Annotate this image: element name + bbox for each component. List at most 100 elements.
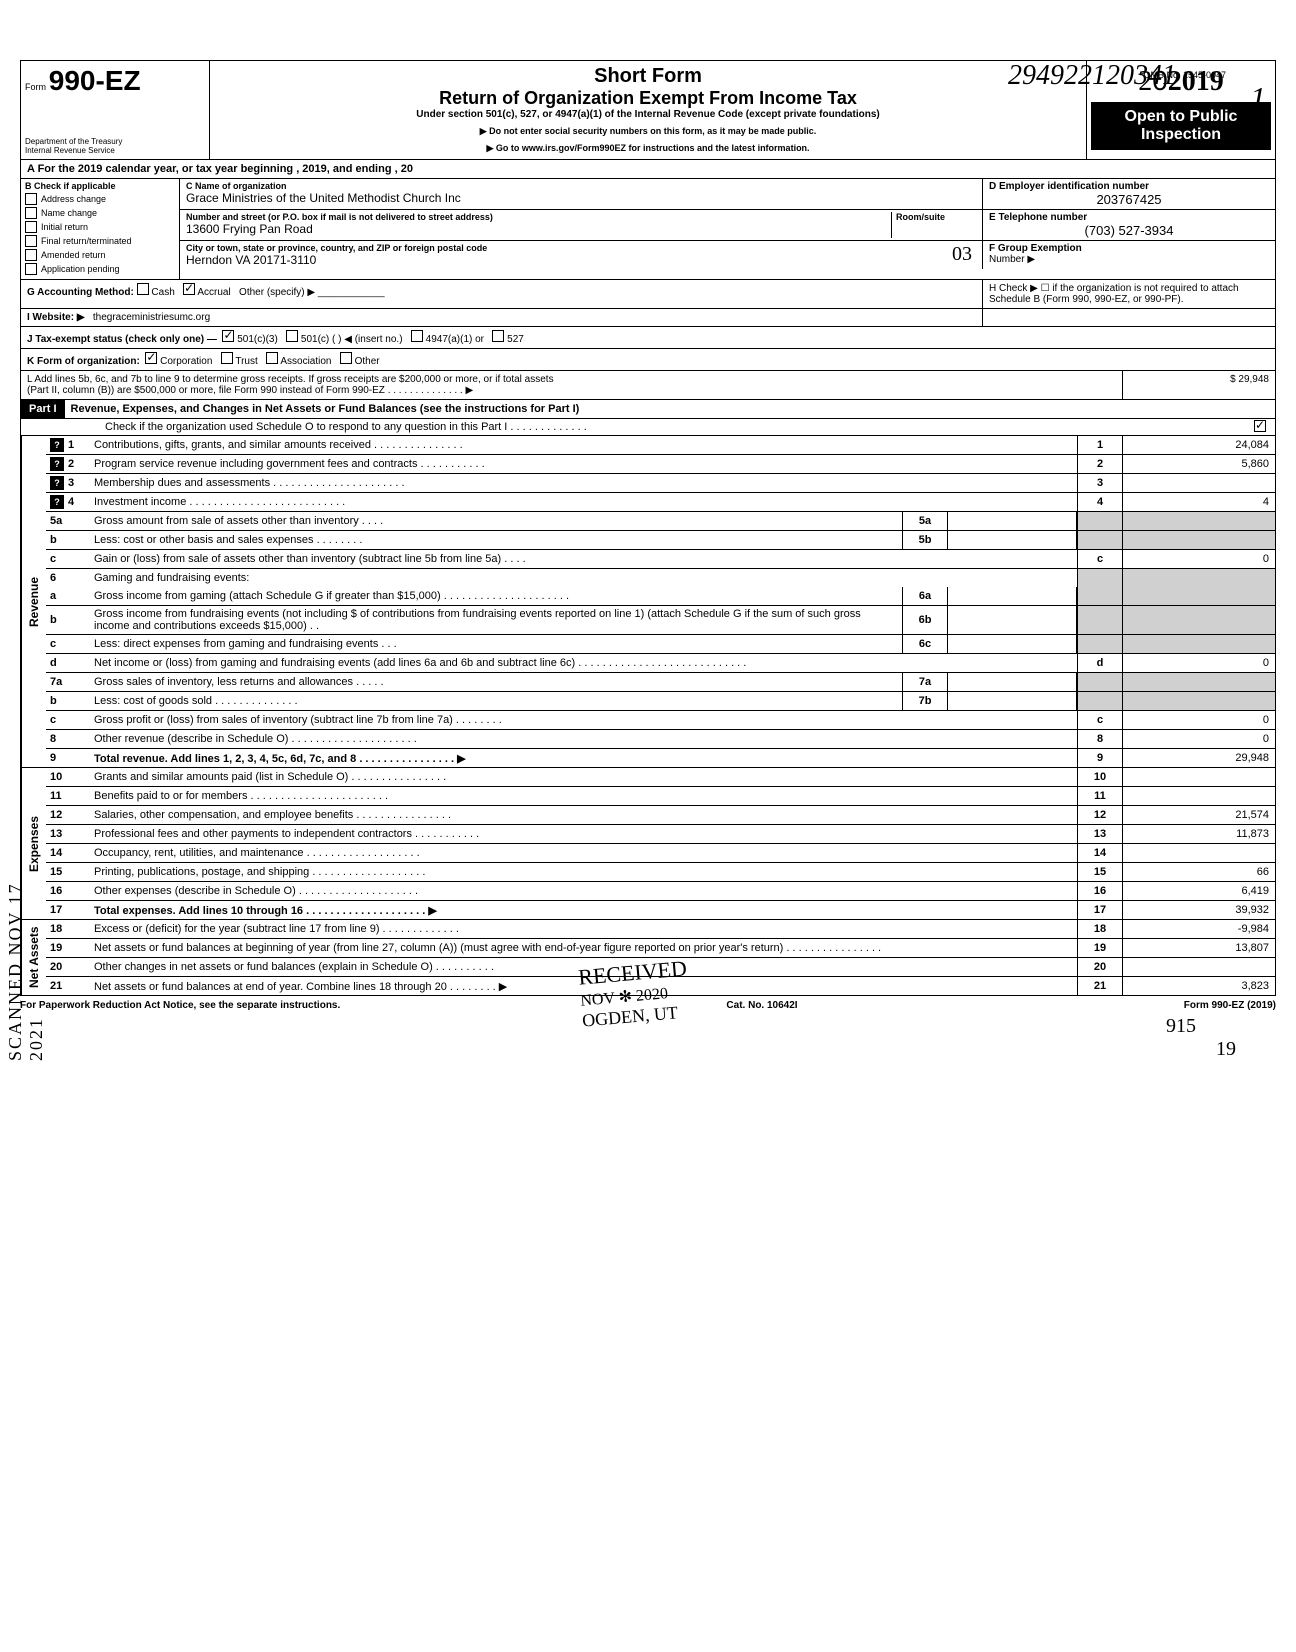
- chk-501c[interactable]: [286, 330, 298, 342]
- part1-check-text: Check if the organization used Schedule …: [101, 419, 1245, 435]
- website-value: thegraceministriesumc.org: [93, 312, 210, 323]
- line-7c-amt: 0: [1122, 711, 1275, 729]
- g-label: G Accounting Method:: [27, 287, 134, 298]
- line-4-text: Investment income . . . . . . . . . . . …: [90, 493, 1077, 511]
- line-20-text: Other changes in net assets or fund bala…: [90, 958, 1077, 976]
- line-1-amt: 24,084: [1122, 436, 1275, 454]
- line-14-amt: [1122, 844, 1275, 862]
- dept-treasury: Department of the Treasury: [25, 137, 205, 146]
- c-addr-label: Number and street (or P.O. box if mail i…: [186, 212, 891, 222]
- line-5c-amt: 0: [1122, 550, 1275, 568]
- phone-value: (703) 527-3934: [989, 223, 1269, 238]
- chk-other-org[interactable]: [340, 352, 352, 364]
- b-header: B Check if applicable: [25, 181, 175, 191]
- line-11-text: Benefits paid to or for members . . . . …: [90, 787, 1077, 805]
- chk-schedule-o[interactable]: [1254, 420, 1266, 432]
- footer-left: For Paperwork Reduction Act Notice, see …: [20, 1000, 340, 1011]
- open-public-2: Inspection: [1097, 126, 1265, 144]
- line-16-amt: 6,419: [1122, 882, 1275, 900]
- chk-501c3[interactable]: [222, 330, 234, 342]
- row-a-tax-year: A For the 2019 calendar year, or tax yea…: [20, 160, 1276, 179]
- handwritten-19: 19: [20, 1038, 1276, 1061]
- chk-trust[interactable]: [221, 352, 233, 364]
- l-text-2: (Part II, column (B)) are $500,000 or mo…: [27, 385, 1116, 396]
- line-11-amt: [1122, 787, 1275, 805]
- line-18-text: Excess or (deficit) for the year (subtra…: [90, 920, 1077, 938]
- side-revenue: Revenue: [21, 436, 46, 767]
- line-5a-text: Gross amount from sale of assets other t…: [90, 512, 902, 530]
- line-1-text: Contributions, gifts, grants, and simila…: [90, 436, 1077, 454]
- line-7b-text: Less: cost of goods sold . . . . . . . .…: [90, 692, 902, 710]
- dept-irs: Internal Revenue Service: [25, 146, 205, 155]
- org-street: 13600 Frying Pan Road: [186, 222, 891, 236]
- i-label: I Website: ▶: [27, 312, 85, 323]
- part1-title: Revenue, Expenses, and Changes in Net As…: [65, 400, 1275, 418]
- c-name-label: C Name of organization: [186, 181, 976, 191]
- entity-info-grid: B Check if applicable Address change Nam…: [20, 179, 1276, 280]
- footer-mid: Cat. No. 10642I: [726, 1000, 797, 1011]
- j-label: J Tax-exempt status (check only one) —: [27, 334, 217, 345]
- k-label: K Form of organization:: [27, 356, 140, 367]
- page-number-top: 1: [1250, 80, 1266, 117]
- handwritten-03: 03: [952, 243, 972, 266]
- title-main: Return of Organization Exempt From Incom…: [218, 88, 1078, 109]
- chk-address-change[interactable]: [25, 193, 37, 205]
- chk-name-change[interactable]: [25, 207, 37, 219]
- line-6-text: Gaming and fundraising events:: [90, 569, 1077, 587]
- help-icon: ?: [50, 495, 64, 509]
- part1-label: Part I: [21, 400, 65, 418]
- form-prefix: Form: [25, 82, 46, 92]
- chk-amended[interactable]: [25, 249, 37, 261]
- line-9-amt: 29,948: [1122, 749, 1275, 767]
- chk-4947[interactable]: [411, 330, 423, 342]
- line-15-amt: 66: [1122, 863, 1275, 881]
- org-name: Grace Ministries of the United Methodist…: [186, 191, 976, 205]
- room-label: Room/suite: [896, 212, 976, 222]
- chk-accrual[interactable]: [183, 283, 195, 295]
- title-short: Short Form: [218, 65, 1078, 88]
- line-20-amt: [1122, 958, 1275, 976]
- open-public-1: Open to Public: [1097, 108, 1265, 126]
- chk-cash[interactable]: [137, 283, 149, 295]
- chk-initial-return[interactable]: [25, 221, 37, 233]
- d-label: D Employer identification number: [989, 181, 1269, 192]
- handwritten-915: 915: [20, 1015, 1276, 1038]
- line-21-text: Net assets or fund balances at end of ye…: [90, 977, 1077, 995]
- line-9-text: Total revenue. Add lines 1, 2, 3, 4, 5c,…: [90, 749, 1077, 767]
- line-6d-text: Net income or (loss) from gaming and fun…: [90, 654, 1077, 672]
- chk-app-pending[interactable]: [25, 263, 37, 275]
- line-7c-text: Gross profit or (loss) from sales of inv…: [90, 711, 1077, 729]
- line-18-amt: -9,984: [1122, 920, 1275, 938]
- chk-final-return[interactable]: [25, 235, 37, 247]
- line-15-text: Printing, publications, postage, and shi…: [90, 863, 1077, 881]
- line-4-amt: 4: [1122, 493, 1275, 511]
- line-19-text: Net assets or fund balances at beginning…: [90, 939, 1077, 957]
- line-12-amt: 21,574: [1122, 806, 1275, 824]
- ein-value: 203767425: [989, 192, 1269, 207]
- line-10-text: Grants and similar amounts paid (list in…: [90, 768, 1077, 786]
- chk-527[interactable]: [492, 330, 504, 342]
- side-expenses: Expenses: [21, 768, 46, 919]
- l-text-1: L Add lines 5b, 6c, and 7b to line 9 to …: [27, 374, 1116, 385]
- f-label: F Group Exemption: [989, 243, 1269, 254]
- line-6a-text: Gross income from gaming (attach Schedul…: [90, 587, 902, 605]
- f-label2: Number ▶: [989, 254, 1269, 265]
- line-6d-amt: 0: [1122, 654, 1275, 672]
- line-17-amt: 39,932: [1122, 901, 1275, 919]
- chk-assoc[interactable]: [266, 352, 278, 364]
- l-amount: 29,948: [1238, 374, 1269, 385]
- omb-number: OMB No. 1545-0047: [1143, 70, 1226, 80]
- help-icon: ?: [50, 438, 64, 452]
- line-3-amt: [1122, 474, 1275, 492]
- footer-right: Form 990-EZ (2019): [1184, 1000, 1276, 1011]
- line-2-text: Program service revenue including govern…: [90, 455, 1077, 473]
- line-3-text: Membership dues and assessments . . . . …: [90, 474, 1077, 492]
- line-12-text: Salaries, other compensation, and employ…: [90, 806, 1077, 824]
- line-13-amt: 11,873: [1122, 825, 1275, 843]
- line-5b-text: Less: cost or other basis and sales expe…: [90, 531, 902, 549]
- line-8-amt: 0: [1122, 730, 1275, 748]
- help-icon: ?: [50, 476, 64, 490]
- chk-corp[interactable]: [145, 352, 157, 364]
- org-city: Herndon VA 20171-3110: [186, 253, 976, 267]
- line-6b-text: Gross income from fundraising events (no…: [90, 606, 902, 634]
